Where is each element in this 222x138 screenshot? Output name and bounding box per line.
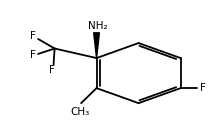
Text: F: F: [200, 83, 206, 93]
Text: F: F: [50, 65, 55, 75]
Text: NH₂: NH₂: [88, 21, 107, 31]
Polygon shape: [94, 33, 99, 58]
Text: F: F: [30, 31, 36, 41]
Text: F: F: [30, 50, 36, 60]
Text: CH₃: CH₃: [70, 107, 90, 117]
